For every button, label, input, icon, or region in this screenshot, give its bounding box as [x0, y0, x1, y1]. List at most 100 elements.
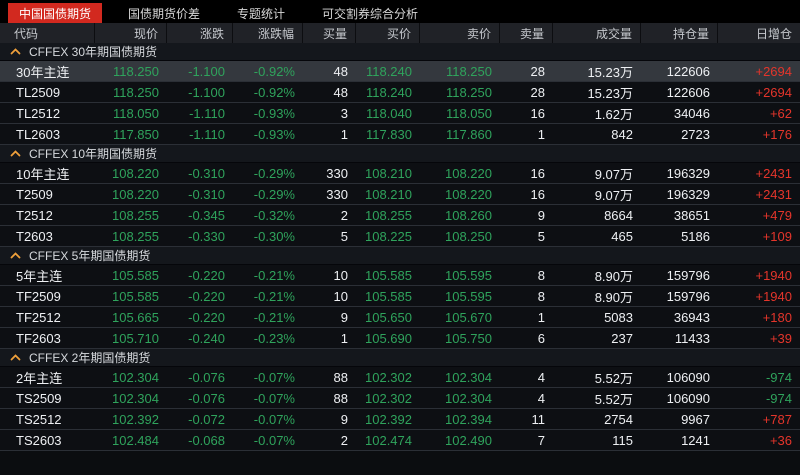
quote-row[interactable]: TL2603 117.850 -1.110 -0.93% 1 117.830 117.860… [0, 124, 800, 145]
column-header-5[interactable]: 买价 [356, 23, 420, 43]
cell-code: T2603 [16, 228, 53, 244]
cell-open_interest: 159796 [666, 267, 710, 283]
cell-oi_change: +180 [762, 309, 792, 325]
column-header-8[interactable]: 成交量 [553, 23, 641, 43]
cell-change: -0.072 [188, 411, 225, 427]
quote-row[interactable]: TS2512 102.392 -0.072 -0.07% 9 102.392 102.394… [0, 409, 800, 430]
cell-volume: 237 [611, 330, 633, 346]
cell-open_interest: 196329 [666, 186, 710, 202]
cell-code: TF2512 [16, 309, 61, 325]
section-header[interactable]: CFFEX 2年期国债期货 [0, 349, 800, 367]
cell-volume: 115 [612, 432, 633, 448]
collapse-chevron-up-icon [10, 150, 21, 157]
cell-ask: 118.050 [445, 105, 492, 121]
tab-1[interactable]: 国债期货价差 [117, 3, 211, 23]
cell-bid: 108.255 [365, 207, 412, 223]
cell-ask: 105.595 [445, 288, 492, 304]
section-header[interactable]: CFFEX 30年期国债期货 [0, 43, 800, 61]
cell-bid_vol: 48 [333, 63, 348, 79]
cell-oi_change: +36 [769, 432, 792, 448]
cell-bid: 105.690 [365, 330, 412, 346]
column-header-3[interactable]: 涨跌幅 [233, 23, 303, 43]
tab-label: 中国国债期货 [19, 6, 92, 21]
quote-row[interactable]: TL2509 118.250 -1.100 -0.92% 48 118.240 118.25… [0, 82, 800, 103]
section-header[interactable]: CFFEX 5年期国债期货 [0, 247, 800, 265]
cell-bid_vol: 1 [340, 126, 348, 142]
quote-row[interactable]: 10年主连 108.220 -0.310 -0.29% 330 108.210 108.22… [0, 163, 800, 184]
quote-row[interactable]: T2603 108.255 -0.330 -0.30% 5 108.225 108.250 5… [0, 226, 800, 247]
quote-row[interactable]: TF2512 105.665 -0.220 -0.21% 9 105.650 105.670… [0, 307, 800, 328]
cell-ask_vol: 4 [537, 390, 545, 406]
column-header-1[interactable]: 现价 [95, 23, 167, 43]
cell-open_interest: 122606 [666, 84, 710, 100]
cell-code: TS2512 [16, 411, 62, 427]
cell-change: -0.068 [188, 432, 225, 448]
cell-bid: 108.210 [365, 186, 412, 202]
cell-last: 108.220 [112, 186, 159, 202]
quote-row[interactable]: TS2603 102.484 -0.068 -0.07% 2 102.474 102.490… [0, 430, 800, 451]
cell-code: TS2509 [16, 390, 62, 406]
cell-change: -0.310 [188, 186, 225, 202]
column-header-2[interactable]: 涨跌 [167, 23, 233, 43]
cell-ask_vol: 4 [537, 369, 545, 385]
column-header-7[interactable]: 卖量 [500, 23, 553, 43]
cell-open_interest: 159796 [666, 288, 710, 304]
quote-row[interactable]: 5年主连 105.585 -0.220 -0.21% 10 105.585 105.595 8… [0, 265, 800, 286]
section-header[interactable]: CFFEX 10年期国债期货 [0, 145, 800, 163]
cell-ask: 102.304 [445, 369, 492, 385]
column-header-10[interactable]: 日增仓 [755, 26, 792, 41]
cell-bid_vol: 330 [326, 165, 348, 181]
cell-bid: 108.225 [365, 228, 412, 244]
quote-row[interactable]: 2年主连 102.304 -0.076 -0.07% 88 102.302 102.304 4… [0, 367, 800, 388]
quote-row[interactable]: T2509 108.220 -0.310 -0.29% 330 108.210 108.22… [0, 184, 800, 205]
cell-bid_vol: 88 [333, 390, 348, 406]
column-header-9[interactable]: 持仓量 [641, 23, 718, 43]
cell-code: TL2512 [16, 105, 61, 121]
cell-oi_change: +787 [762, 411, 792, 427]
tab-2[interactable]: 专题统计 [226, 3, 296, 23]
cell-change_pct: -0.21% [253, 267, 295, 283]
tab-3[interactable]: 可交割券综合分析 [311, 3, 429, 23]
cell-last: 118.250 [112, 84, 159, 100]
quote-row[interactable]: T2512 108.255 -0.345 -0.32% 2 108.255 108.260 9… [0, 205, 800, 226]
cell-change: -0.310 [188, 165, 225, 181]
quote-row[interactable]: TL2512 118.050 -1.110 -0.93% 3 118.040 118.050… [0, 103, 800, 124]
cell-oi_change: +109 [762, 228, 792, 244]
cell-bid: 118.240 [365, 63, 412, 79]
cell-change: -1.110 [189, 126, 225, 142]
cell-ask: 105.670 [445, 309, 492, 325]
cell-change_pct: -0.07% [253, 390, 295, 406]
cell-ask_vol: 28 [530, 63, 545, 79]
contract-section: CFFEX 10年期国债期货 10年主连 108.220 -0.310 -0.29% 3… [0, 145, 800, 247]
cell-oi_change: -974 [765, 390, 792, 406]
cell-code: 30年主连 [16, 64, 70, 80]
cell-open_interest: 106090 [666, 369, 710, 385]
cell-oi_change: +1940 [755, 288, 792, 304]
quote-row[interactable]: 30年主连 118.250 -1.100 -0.92% 48 118.240 118.250… [0, 61, 800, 82]
cell-volume: 8.90万 [594, 289, 633, 305]
tab-0[interactable]: 中国国债期货 [8, 3, 103, 23]
column-header-6[interactable]: 卖价 [420, 23, 500, 43]
tab-label: 可交割券综合分析 [322, 6, 419, 21]
cell-change: -0.240 [188, 330, 225, 346]
cell-change: -0.220 [188, 288, 225, 304]
cell-change_pct: -0.93% [253, 126, 295, 142]
quote-row[interactable]: TS2509 102.304 -0.076 -0.07% 88 102.302 102.30… [0, 388, 800, 409]
column-header-4[interactable]: 买量 [303, 23, 356, 43]
cell-last: 108.255 [112, 207, 159, 223]
cell-ask_vol: 16 [530, 105, 545, 121]
cell-oi_change: +2694 [755, 84, 792, 100]
cell-change_pct: -0.93% [253, 105, 295, 121]
quote-row[interactable]: TF2603 105.710 -0.240 -0.23% 1 105.690 105.750… [0, 328, 800, 349]
cell-open_interest: 196329 [666, 165, 710, 181]
cell-code: TS2603 [16, 432, 62, 448]
column-header-0[interactable]: 代码 [0, 23, 95, 43]
cell-open_interest: 5186 [681, 228, 710, 244]
cell-volume: 2754 [604, 411, 633, 427]
cell-last: 102.304 [112, 369, 159, 385]
section-title: CFFEX 2年期国债期货 [29, 351, 151, 365]
cell-ask_vol: 9 [537, 207, 545, 223]
cell-bid_vol: 9 [340, 411, 348, 427]
quote-row[interactable]: TF2509 105.585 -0.220 -0.21% 10 105.585 105.59… [0, 286, 800, 307]
